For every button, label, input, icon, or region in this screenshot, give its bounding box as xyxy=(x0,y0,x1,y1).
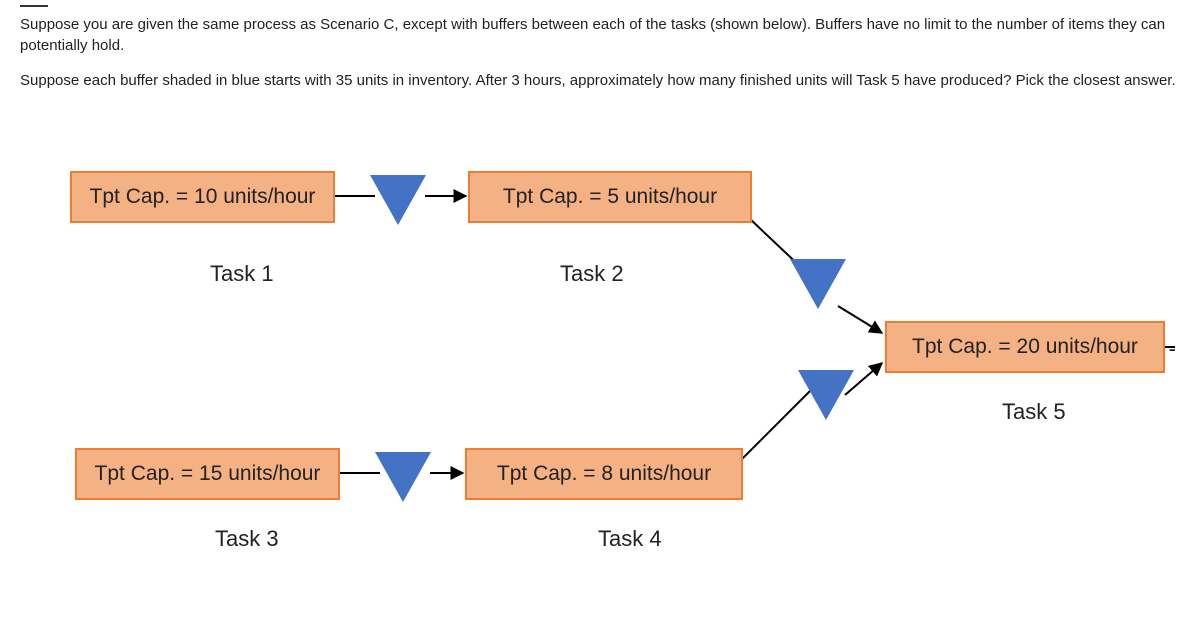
task5-capacity-label: Tpt Cap. = 20 units/hour xyxy=(912,335,1138,358)
question-paragraph-2: Suppose each buffer shaded in blue start… xyxy=(20,70,1180,91)
task4-name: Task 4 xyxy=(598,526,662,552)
task1-capacity-label: Tpt Cap. = 10 units/hour xyxy=(90,185,316,208)
buffer-task2-task5 xyxy=(790,259,846,309)
lead-rule xyxy=(20,5,48,7)
task1-box: Tpt Cap. = 10 units/hour xyxy=(70,171,335,223)
buffer-task3-task4 xyxy=(375,452,431,502)
task4-box: Tpt Cap. = 8 units/hour xyxy=(465,448,743,500)
task2-capacity-label: Tpt Cap. = 5 units/hour xyxy=(503,185,717,208)
process-flow-diagram: Tpt Cap. = 10 units/hour Task 1 Tpt Cap.… xyxy=(20,131,1180,601)
task2-name: Task 2 xyxy=(560,261,624,287)
task1-name: Task 1 xyxy=(210,261,274,287)
task3-capacity-label: Tpt Cap. = 15 units/hour xyxy=(95,462,321,485)
task4-capacity-label: Tpt Cap. = 8 units/hour xyxy=(497,462,711,485)
trailing-dash: - xyxy=(1169,336,1176,362)
task5-box: Tpt Cap. = 20 units/hour xyxy=(885,321,1165,373)
task3-name: Task 3 xyxy=(215,526,279,552)
buffer-task1-task2 xyxy=(370,175,426,225)
buffer-task4-task5 xyxy=(798,370,854,420)
question-paragraph-1: Suppose you are given the same process a… xyxy=(20,14,1180,56)
task5-name: Task 5 xyxy=(1002,399,1066,425)
task2-box: Tpt Cap. = 5 units/hour xyxy=(468,171,752,223)
task3-box: Tpt Cap. = 15 units/hour xyxy=(75,448,340,500)
